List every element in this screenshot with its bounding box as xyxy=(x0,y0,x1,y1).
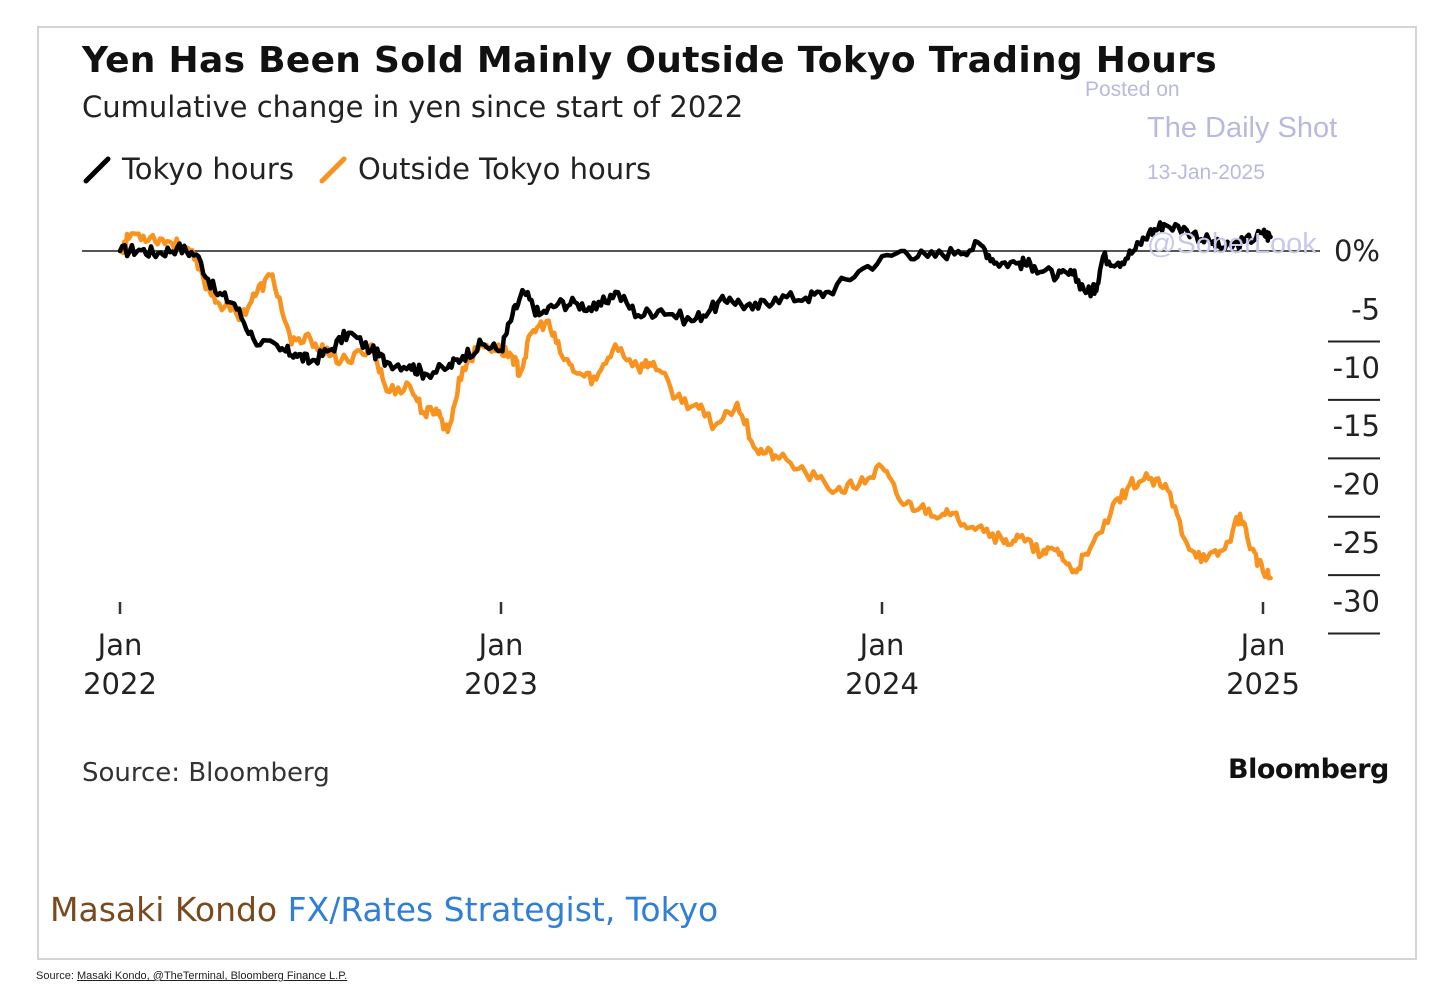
credit-prefix: Source: xyxy=(36,970,77,982)
x-tick-month: Jan xyxy=(1239,628,1286,662)
y-tick-label: 0% xyxy=(1334,234,1380,268)
credit-line: Source: Masaki Kondo, @TheTerminal, Bloo… xyxy=(36,970,347,982)
y-tick-label: -10 xyxy=(1333,351,1380,385)
watermark-handle: @SoberLook xyxy=(1147,228,1317,260)
watermark-daily-shot: The Daily Shot xyxy=(1147,112,1338,144)
author-role: FX/Rates Strategist, Tokyo xyxy=(287,890,719,929)
x-tick-month: Jan xyxy=(858,628,905,662)
author-line: Masaki Kondo FX/Rates Strategist, Tokyo xyxy=(50,890,718,929)
x-tick-year: 2023 xyxy=(464,667,538,701)
y-tick-label: -5 xyxy=(1351,292,1380,326)
chart-legend: Tokyo hours Outside Tokyo hours xyxy=(82,152,675,186)
legend-swatch-outside xyxy=(319,156,347,184)
legend-label-tokyo: Tokyo hours xyxy=(122,152,294,186)
chart-subtitle: Cumulative change in yen since start of … xyxy=(82,90,744,124)
series-line-outside-tokyo-hours xyxy=(117,231,1273,581)
y-tick-label: -20 xyxy=(1333,468,1380,502)
x-tick-year: 2024 xyxy=(845,667,919,701)
author-name: Masaki Kondo xyxy=(50,890,278,929)
source-text: Source: Bloomberg xyxy=(82,758,330,788)
legend-item-tokyo: Tokyo hours xyxy=(82,152,294,186)
credit-link[interactable]: Masaki Kondo, @TheTerminal, Bloomberg Fi… xyxy=(76,970,348,982)
legend-swatch-tokyo xyxy=(83,156,111,184)
bloomberg-logo: Bloomberg xyxy=(1228,754,1389,785)
y-axis: 0% -5 -10 -15 -20 -25 -30 xyxy=(1328,234,1380,635)
series-lines xyxy=(117,220,1273,581)
chart-title: Yen Has Been Sold Mainly Outside Tokyo T… xyxy=(82,40,1217,81)
x-tick-year: 2025 xyxy=(1226,667,1300,701)
legend-label-outside: Outside Tokyo hours xyxy=(357,152,652,186)
series-line-tokyo-hours xyxy=(117,220,1273,381)
y-tick-label: -30 xyxy=(1333,584,1380,618)
chart-frame xyxy=(37,26,1417,960)
x-axis: Jan 2022 Jan 2023 Jan 2024 Jan 2025 xyxy=(83,602,1300,701)
watermark-posted-on: Posted on xyxy=(1085,78,1180,101)
y-tick-label: -25 xyxy=(1333,526,1380,560)
y-tick-label: -15 xyxy=(1333,409,1380,443)
x-tick-month: Jan xyxy=(477,628,524,662)
legend-item-outside: Outside Tokyo hours xyxy=(318,152,651,186)
x-tick-year: 2022 xyxy=(83,667,157,701)
watermark-date: 13-Jan-2025 xyxy=(1147,161,1265,184)
x-tick-month: Jan xyxy=(96,628,143,662)
